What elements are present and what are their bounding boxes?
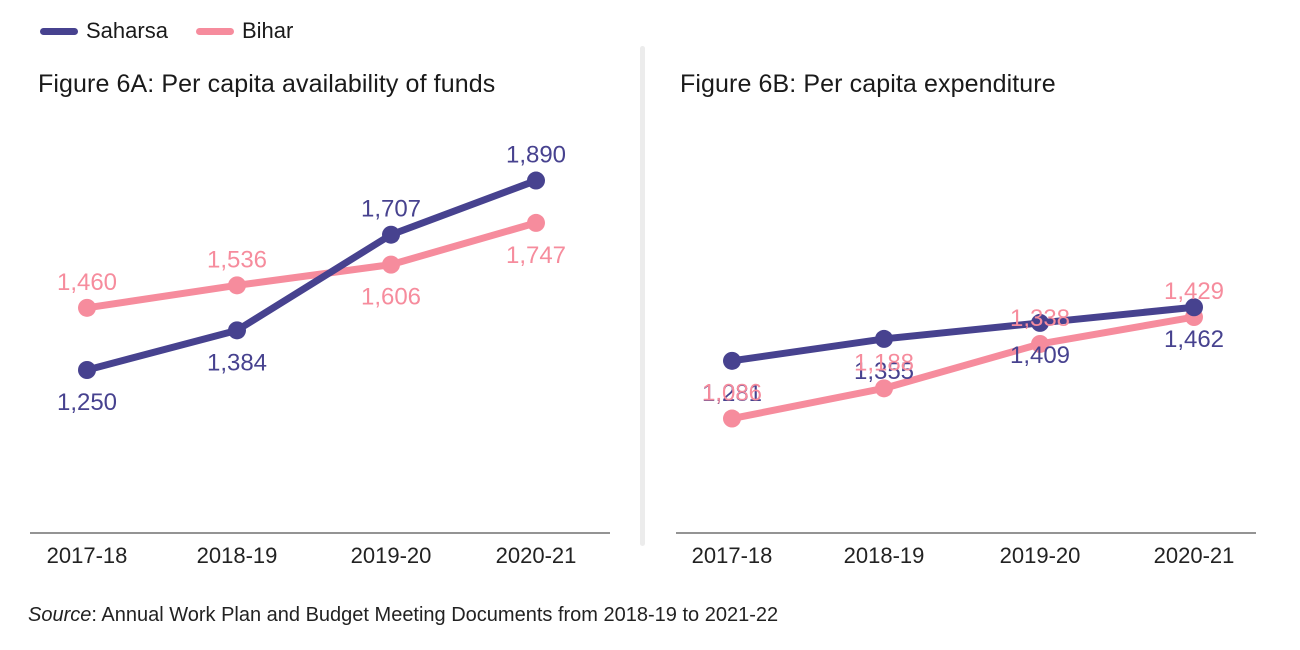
legend-label-bihar: Bihar (241, 18, 294, 43)
data-point-saharsa (723, 351, 741, 370)
legend: Saharsa Bihar (40, 18, 293, 44)
data-point-bihar (527, 213, 545, 232)
x-tick-label: 2020-21 (496, 543, 577, 568)
legend-swatch-bihar (195, 27, 234, 35)
data-label-bihar: 1,460 (57, 269, 117, 296)
x-tick-label: 2020-21 (1154, 543, 1235, 568)
x-tick-label: 2019-20 (1000, 543, 1081, 568)
data-label-saharsa: 1,707 (361, 196, 421, 223)
data-point-saharsa (78, 361, 96, 379)
x-tick-label: 2018-19 (844, 543, 925, 568)
data-point-saharsa (1031, 313, 1049, 332)
data-label-saharsa: 1,281 (702, 380, 762, 407)
data-label-saharsa: 1,355 (854, 358, 914, 385)
chart-title-6a: Figure 6A: Per capita availability of fu… (38, 70, 496, 98)
legend-swatch-saharsa (40, 27, 78, 35)
series-line-bihar (728, 313, 1198, 423)
series-line-bihar (83, 219, 540, 312)
data-point-bihar (1031, 334, 1049, 353)
data-label-saharsa: 1,462 (1164, 326, 1224, 353)
data-label-bihar: 1,429 (1164, 278, 1224, 305)
x-tick-label: 2018-19 (197, 543, 278, 568)
source-label: Source (28, 604, 92, 626)
data-point-saharsa (382, 225, 400, 244)
data-point-saharsa (527, 171, 545, 190)
data-label-saharsa: 1,250 (57, 389, 117, 416)
source-note: Source: Annual Work Plan and Budget Meet… (28, 604, 778, 627)
data-label-saharsa: 1,409 (1010, 342, 1070, 369)
legend-label-saharsa: Saharsa (86, 18, 168, 43)
data-point-saharsa (1185, 298, 1203, 317)
data-label-bihar: 1,086 (702, 380, 762, 407)
data-label-saharsa: 1,384 (207, 349, 267, 376)
legend-item-bihar: Bihar (195, 18, 294, 44)
data-label-bihar: 1,606 (361, 284, 421, 311)
data-point-bihar (875, 379, 893, 398)
data-label-bihar: 1,338 (1010, 305, 1070, 332)
x-tick-label: 2017-18 (47, 543, 128, 568)
data-point-saharsa (875, 329, 893, 348)
x-tick-label: 2019-20 (351, 543, 432, 568)
data-point-bihar (78, 298, 96, 317)
series-line-saharsa (728, 303, 1198, 365)
data-label-saharsa: 1,890 (506, 142, 566, 169)
data-label-bihar: 1,747 (506, 242, 566, 269)
series-line-saharsa (83, 177, 540, 374)
source-text: : Annual Work Plan and Budget Meeting Do… (91, 604, 779, 626)
data-label-bihar: 1,536 (207, 246, 267, 273)
legend-item-saharsa: Saharsa (40, 18, 168, 44)
data-point-bihar (228, 276, 246, 295)
data-point-saharsa (228, 321, 246, 340)
panel-divider (640, 46, 645, 546)
data-point-bihar (723, 409, 741, 428)
data-label-bihar: 1,188 (854, 349, 914, 376)
chart-title-6b: Figure 6B: Per capita expenditure (680, 70, 1056, 98)
x-tick-label: 2017-18 (692, 543, 773, 568)
data-point-bihar (382, 255, 400, 274)
